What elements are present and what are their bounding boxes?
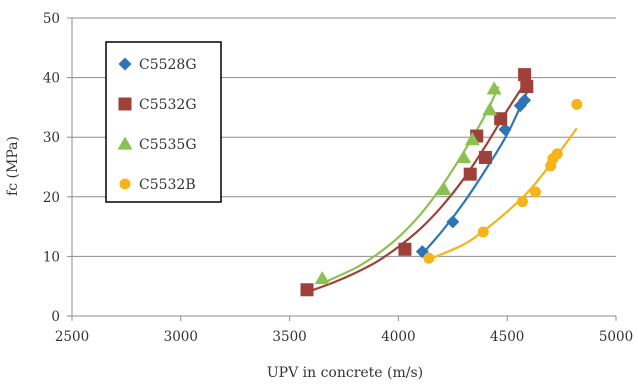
- y-tick-label-30: 30: [43, 130, 60, 146]
- point-c5532g-6: [518, 68, 532, 82]
- point-c5532b-3: [529, 186, 541, 198]
- y-tick-label-40: 40: [43, 71, 60, 87]
- y-axis-title: fc (MPa): [5, 136, 21, 196]
- point-c5535g-1: [436, 182, 452, 196]
- y-tick-label-10: 10: [43, 249, 60, 265]
- x-tick-label-4500: 4500: [490, 329, 524, 345]
- y-tick-label-50: 50: [43, 11, 60, 27]
- x-tick-label-5000: 5000: [599, 329, 633, 345]
- point-c5532b-1: [477, 226, 489, 238]
- legend-label-c5535g: C5535G: [139, 137, 197, 153]
- point-c5532g-5: [494, 112, 508, 126]
- legend-marker-c5535g: [117, 136, 133, 150]
- y-tick-label-20: 20: [43, 190, 60, 206]
- point-c5535g-2: [456, 149, 472, 164]
- data-markers: [300, 68, 583, 297]
- trendline-c5535g: [321, 86, 500, 285]
- point-c5532g-4: [478, 150, 492, 164]
- axes: [67, 17, 617, 321]
- point-c5535g-5: [486, 81, 502, 95]
- legend-label-c5532g: C5532G: [139, 97, 197, 113]
- legend-label-c5528g: C5528G: [139, 57, 197, 73]
- y-tick-label-0: 0: [51, 309, 60, 325]
- point-c5532g-1: [398, 242, 412, 256]
- legend: C5528G C5532G C5535G C5532B: [105, 41, 222, 203]
- point-c5532b-0: [423, 252, 435, 264]
- point-c5535g-0: [314, 270, 330, 285]
- legend-marker-c5532b: [119, 178, 131, 190]
- tick-labels: 0 10 20 30 40 50 2500 3000 3500 4000 4500 5000: [43, 11, 633, 345]
- legend-label-c5532b: C5532B: [139, 177, 196, 193]
- x-tick-label-3500: 3500: [272, 329, 306, 345]
- point-c5535g-3: [464, 132, 480, 146]
- trendline-c5532g: [306, 79, 528, 294]
- point-c5528g-4: [518, 93, 532, 107]
- legend-marker-c5528g: [118, 57, 132, 71]
- point-c5532g-0: [300, 283, 314, 297]
- x-axis-title: UPV in concrete (m/s): [267, 365, 423, 381]
- x-tick-label-2500: 2500: [55, 329, 89, 345]
- legend-marker-c5532g: [118, 97, 132, 111]
- x-tick-label-4000: 4000: [381, 329, 415, 345]
- point-c5528g-1: [446, 215, 460, 229]
- x-tick-label-3000: 3000: [164, 329, 198, 345]
- point-c5532b-7: [571, 98, 583, 110]
- point-c5532g-2: [463, 167, 477, 181]
- point-c5532b-6: [551, 148, 563, 160]
- point-c5532g-7: [520, 80, 534, 94]
- point-c5532b-2: [516, 196, 528, 208]
- point-c5528g-2: [498, 122, 512, 136]
- point-c5535g-4: [482, 102, 498, 116]
